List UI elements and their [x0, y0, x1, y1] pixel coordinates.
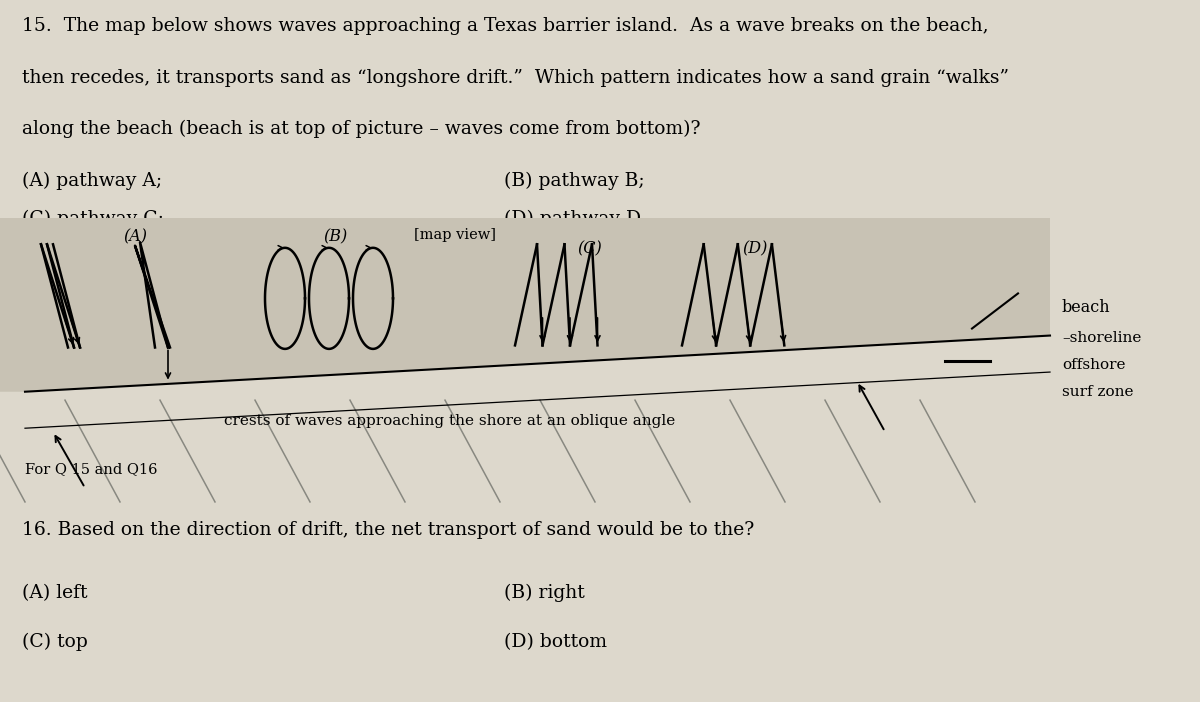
- Text: crests of waves approaching the shore at an oblique angle: crests of waves approaching the shore at…: [224, 414, 676, 428]
- Text: then recedes, it transports sand as “longshore drift.”  Which pattern indicates : then recedes, it transports sand as “lon…: [22, 69, 1008, 86]
- Text: (C) top: (C) top: [22, 633, 88, 651]
- Text: along the beach (beach is at top of picture – waves come from bottom)?: along the beach (beach is at top of pict…: [22, 120, 700, 138]
- Text: For Q 15 and Q16: For Q 15 and Q16: [25, 462, 157, 476]
- Text: (A) pathway A;: (A) pathway A;: [22, 171, 162, 190]
- Text: (B) pathway B;: (B) pathway B;: [504, 171, 644, 190]
- Text: (A) left: (A) left: [22, 584, 88, 602]
- Text: (C): (C): [577, 240, 602, 257]
- Text: (B) right: (B) right: [504, 584, 584, 602]
- Text: 15.  The map below shows waves approaching a Texas barrier island.  As a wave br: 15. The map below shows waves approachin…: [22, 17, 989, 35]
- Text: 16. Based on the direction of drift, the net transport of sand would be to the?: 16. Based on the direction of drift, the…: [22, 521, 754, 539]
- Text: offshore: offshore: [1062, 358, 1126, 372]
- Text: surf zone: surf zone: [1062, 385, 1134, 399]
- Text: (D) pathway D.: (D) pathway D.: [504, 210, 647, 228]
- Text: (A): (A): [124, 228, 148, 245]
- Text: –shoreline: –shoreline: [1062, 331, 1141, 345]
- Text: beach: beach: [1062, 299, 1111, 316]
- Polygon shape: [0, 218, 1050, 392]
- Text: (B): (B): [323, 228, 347, 245]
- Text: (D) bottom: (D) bottom: [504, 633, 607, 651]
- Text: (D): (D): [743, 240, 768, 257]
- Text: [map view]: [map view]: [414, 228, 496, 242]
- Text: (C) pathway C;: (C) pathway C;: [22, 210, 163, 228]
